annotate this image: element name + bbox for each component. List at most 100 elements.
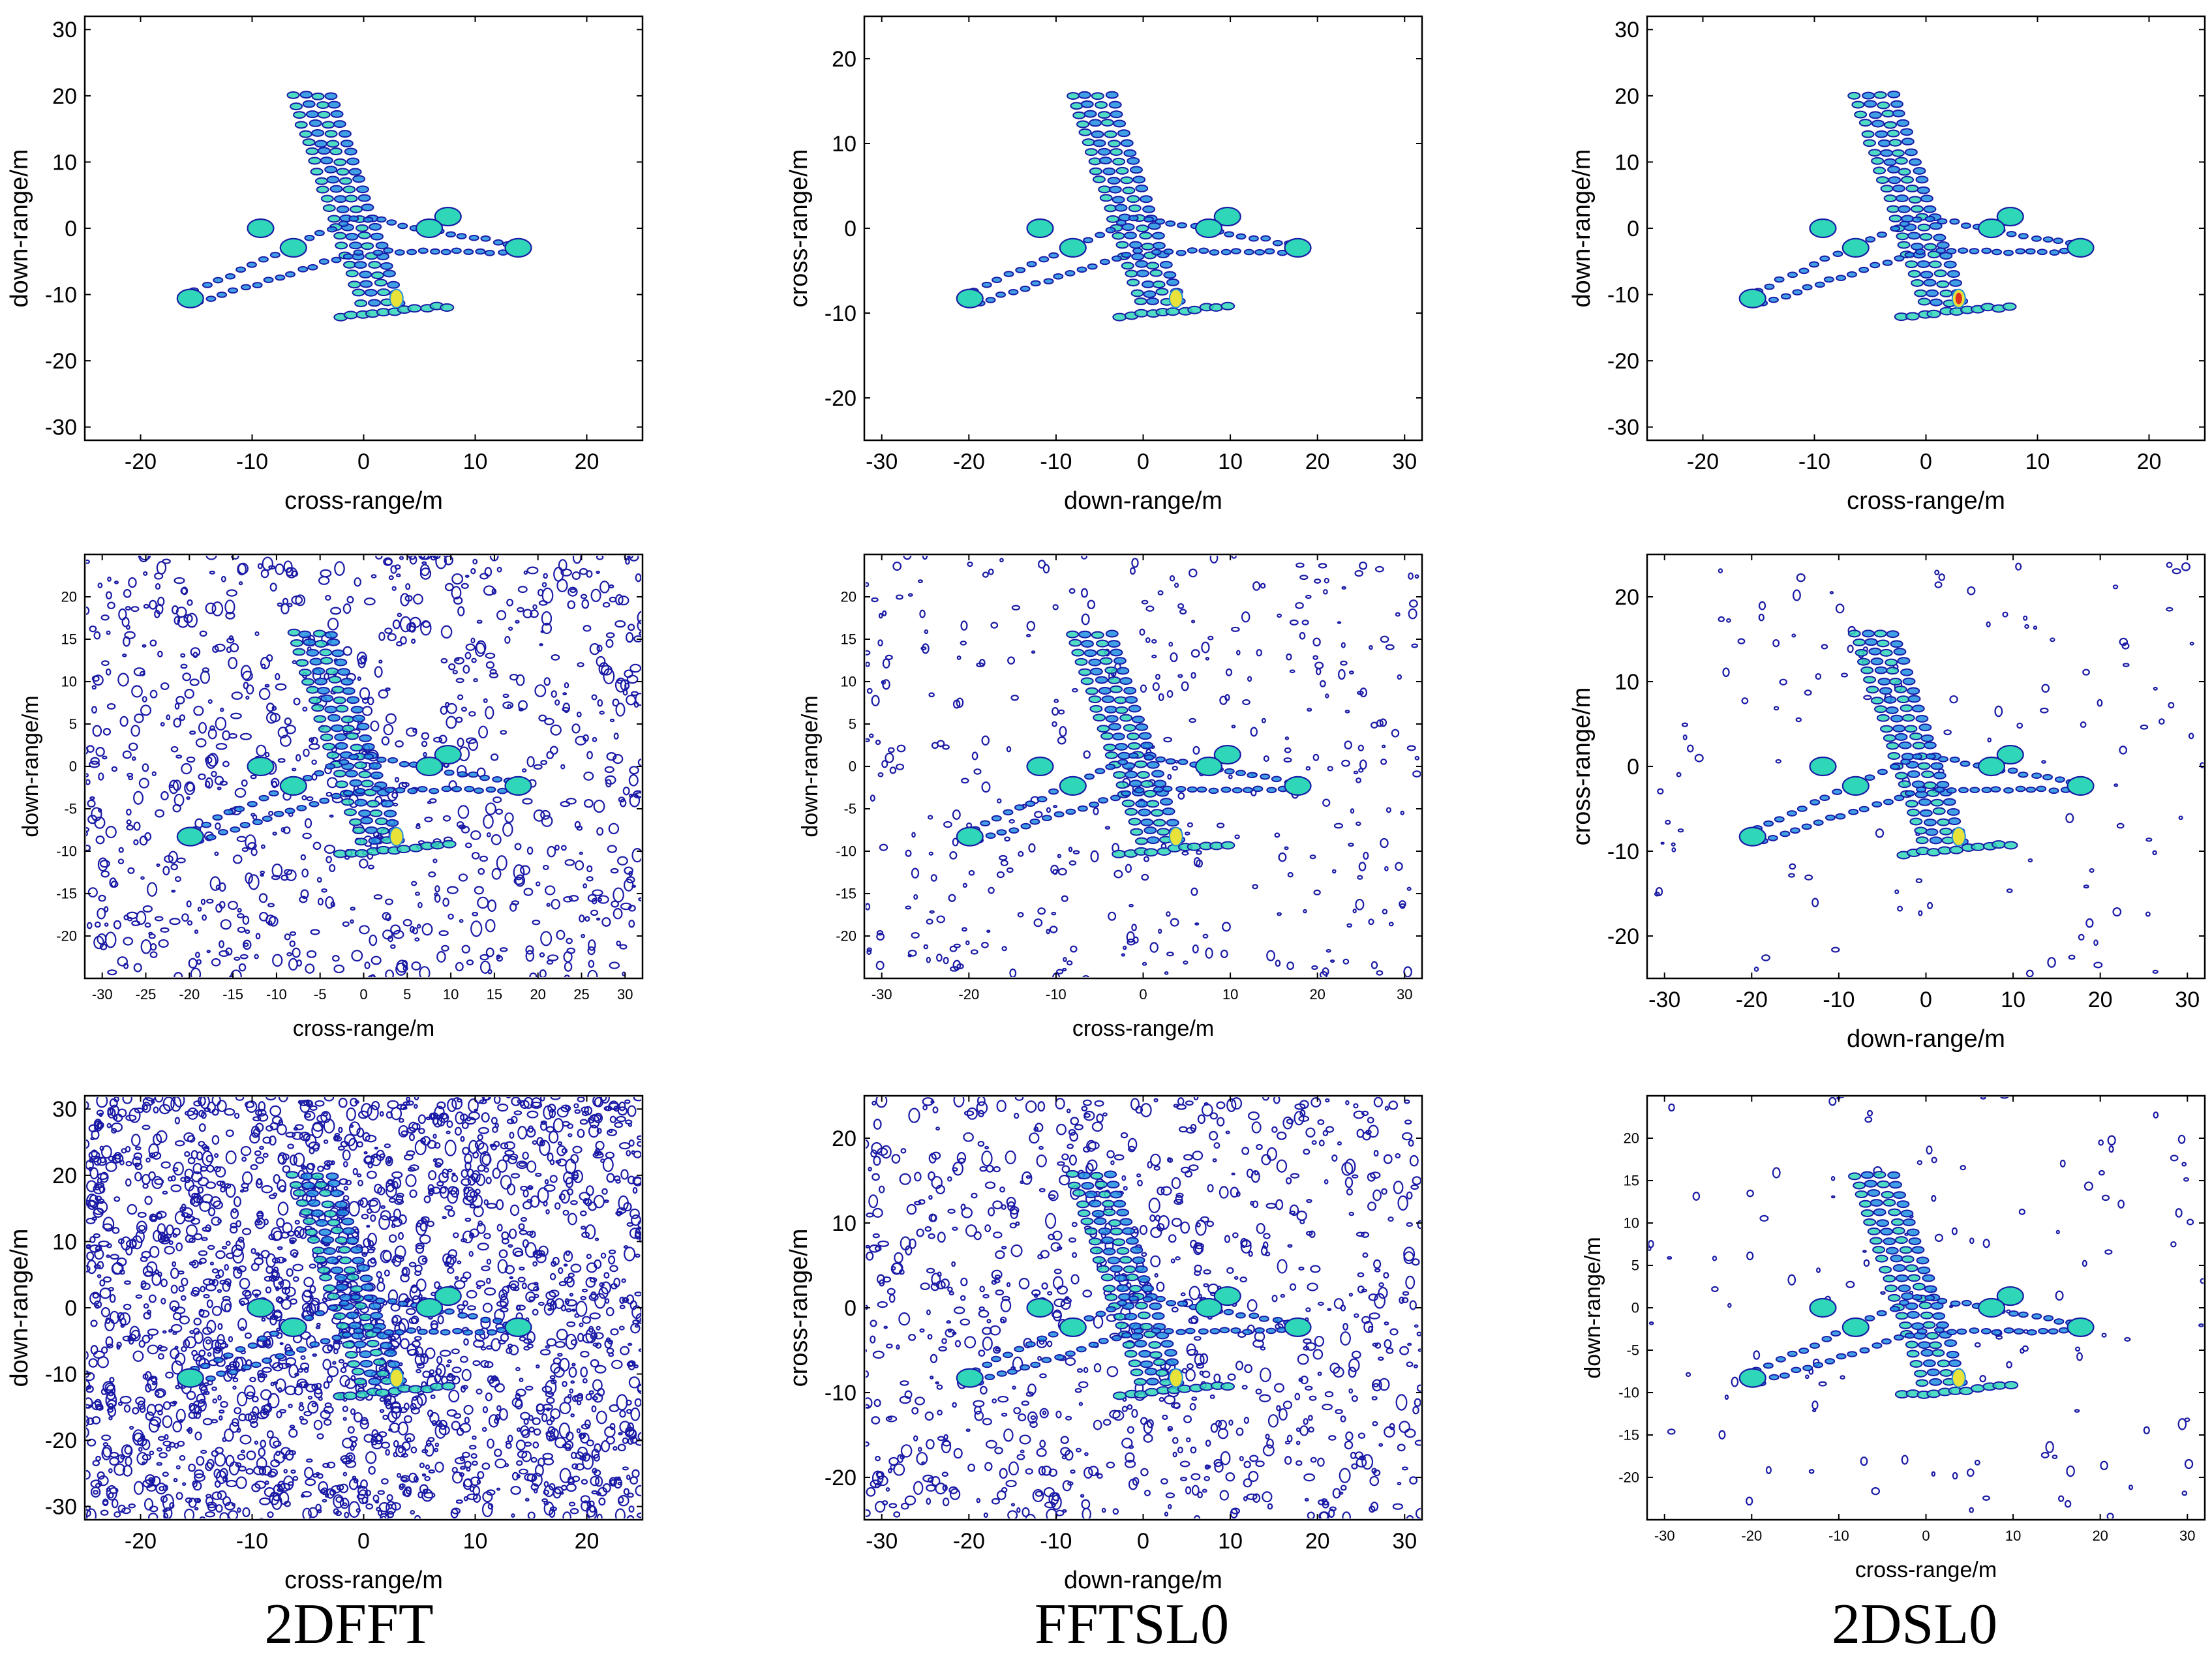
noise-speckle bbox=[363, 1151, 368, 1154]
noise-speckle bbox=[579, 851, 583, 855]
noise-speckle bbox=[459, 1466, 466, 1470]
noise-speckle bbox=[159, 1452, 168, 1458]
noise-speckle bbox=[392, 619, 401, 629]
wing-scatter bbox=[2031, 772, 2042, 779]
fuselage-scatter bbox=[346, 157, 360, 166]
noise-speckle bbox=[455, 1499, 463, 1504]
wing-scatter bbox=[202, 282, 213, 288]
noise-speckle bbox=[1726, 618, 1731, 623]
fuselage-scatter bbox=[290, 639, 303, 647]
noise-speckle bbox=[442, 898, 449, 907]
wing-scatter bbox=[397, 1300, 408, 1307]
noise-speckle bbox=[180, 653, 186, 658]
noise-speckle bbox=[107, 576, 112, 582]
fuselage-scatter bbox=[1096, 648, 1110, 657]
noise-speckle bbox=[628, 1123, 632, 1127]
noise-speckle bbox=[228, 1336, 234, 1342]
fuselage-scatter bbox=[299, 91, 313, 99]
noise-speckle bbox=[421, 561, 427, 565]
fuselage-scatter bbox=[1160, 798, 1174, 806]
noise-speckle bbox=[528, 1125, 534, 1133]
noise-speckle bbox=[170, 746, 179, 753]
noise-speckle bbox=[627, 1105, 637, 1117]
noise-speckle bbox=[583, 883, 588, 889]
noise-speckle bbox=[470, 637, 476, 644]
noise-speckle bbox=[211, 1305, 222, 1316]
noise-speckle bbox=[384, 627, 393, 634]
scatter-cluster bbox=[1026, 756, 1054, 777]
noise-speckle bbox=[123, 962, 129, 969]
noise-speckle bbox=[1209, 556, 1219, 564]
noise-speckle bbox=[245, 929, 250, 934]
noise-speckle bbox=[102, 1223, 113, 1230]
noise-speckle bbox=[174, 702, 180, 710]
noise-speckle bbox=[172, 1312, 182, 1321]
fuselage-scatter bbox=[331, 686, 344, 694]
noise-speckle bbox=[333, 964, 345, 974]
noise-speckle bbox=[393, 1440, 399, 1448]
noise-speckle bbox=[357, 657, 366, 669]
noise-speckle bbox=[97, 1177, 102, 1184]
fuselage-scatter bbox=[1112, 232, 1125, 240]
noise-speckle bbox=[499, 947, 508, 952]
noise-speckle bbox=[295, 754, 301, 762]
wing-scatter bbox=[386, 219, 397, 226]
wing-scatter bbox=[228, 287, 239, 294]
noise-speckle bbox=[174, 876, 181, 883]
noise-speckle bbox=[465, 737, 477, 744]
noise-speckle bbox=[576, 1400, 582, 1406]
wing-scatter bbox=[1132, 247, 1143, 254]
fuselage-scatter bbox=[326, 1256, 339, 1265]
noise-speckle bbox=[149, 1416, 162, 1426]
noise-speckle bbox=[207, 699, 213, 704]
fuselage-scatter bbox=[326, 1172, 339, 1181]
y-tick-label: 15 bbox=[841, 631, 856, 648]
tail-scatter bbox=[2003, 841, 2018, 850]
noise-speckle bbox=[406, 727, 417, 737]
noise-speckle bbox=[539, 969, 547, 977]
noise-speckle bbox=[2200, 762, 2204, 768]
noise-speckle bbox=[128, 1337, 134, 1345]
noise-speckle bbox=[146, 1261, 158, 1274]
noise-speckle bbox=[326, 856, 333, 864]
noise-speckle bbox=[175, 1492, 183, 1500]
noise-speckle bbox=[350, 1444, 355, 1451]
wing-scatter bbox=[371, 785, 382, 792]
noise-speckle bbox=[540, 931, 553, 946]
fuselage-scatter bbox=[359, 1275, 373, 1283]
wing-scatter bbox=[1823, 276, 1834, 283]
noise-speckle bbox=[609, 1128, 613, 1134]
wing-scatter bbox=[1981, 787, 1992, 793]
noise-speckle bbox=[513, 1110, 523, 1115]
noise-speckle bbox=[1316, 667, 1322, 676]
wing-scatter bbox=[406, 249, 417, 256]
noise-speckle bbox=[238, 1297, 250, 1306]
fuselage-scatter bbox=[1948, 279, 1962, 287]
noise-speckle bbox=[596, 556, 604, 560]
noise-speckle bbox=[613, 732, 619, 740]
noise-speckle bbox=[224, 1183, 232, 1189]
noise-speckle bbox=[1384, 866, 1389, 871]
noise-speckle bbox=[191, 1286, 200, 1295]
fuselage-scatter bbox=[1089, 167, 1102, 175]
noise-speckle bbox=[244, 1413, 253, 1422]
noise-speckle bbox=[211, 1097, 221, 1106]
wing-scatter bbox=[268, 790, 279, 797]
noise-speckle bbox=[267, 1471, 277, 1478]
noise-speckle bbox=[452, 1471, 463, 1484]
noise-speckle bbox=[866, 687, 873, 694]
fuselage-scatter bbox=[314, 640, 328, 648]
noise-speckle bbox=[1132, 936, 1139, 944]
noise-speckle bbox=[929, 910, 935, 914]
noise-speckle bbox=[633, 1177, 641, 1186]
noise-speckle bbox=[94, 1248, 104, 1260]
noise-speckle bbox=[600, 1252, 607, 1259]
noise-speckle bbox=[446, 1374, 456, 1381]
noise-speckle bbox=[241, 847, 249, 853]
fuselage-scatter bbox=[1108, 676, 1121, 684]
noise-speckle bbox=[245, 1468, 254, 1475]
noise-speckle bbox=[237, 1453, 246, 1460]
noise-speckle bbox=[294, 1372, 299, 1377]
noise-speckle bbox=[93, 1233, 100, 1239]
noise-speckle bbox=[462, 1451, 470, 1458]
